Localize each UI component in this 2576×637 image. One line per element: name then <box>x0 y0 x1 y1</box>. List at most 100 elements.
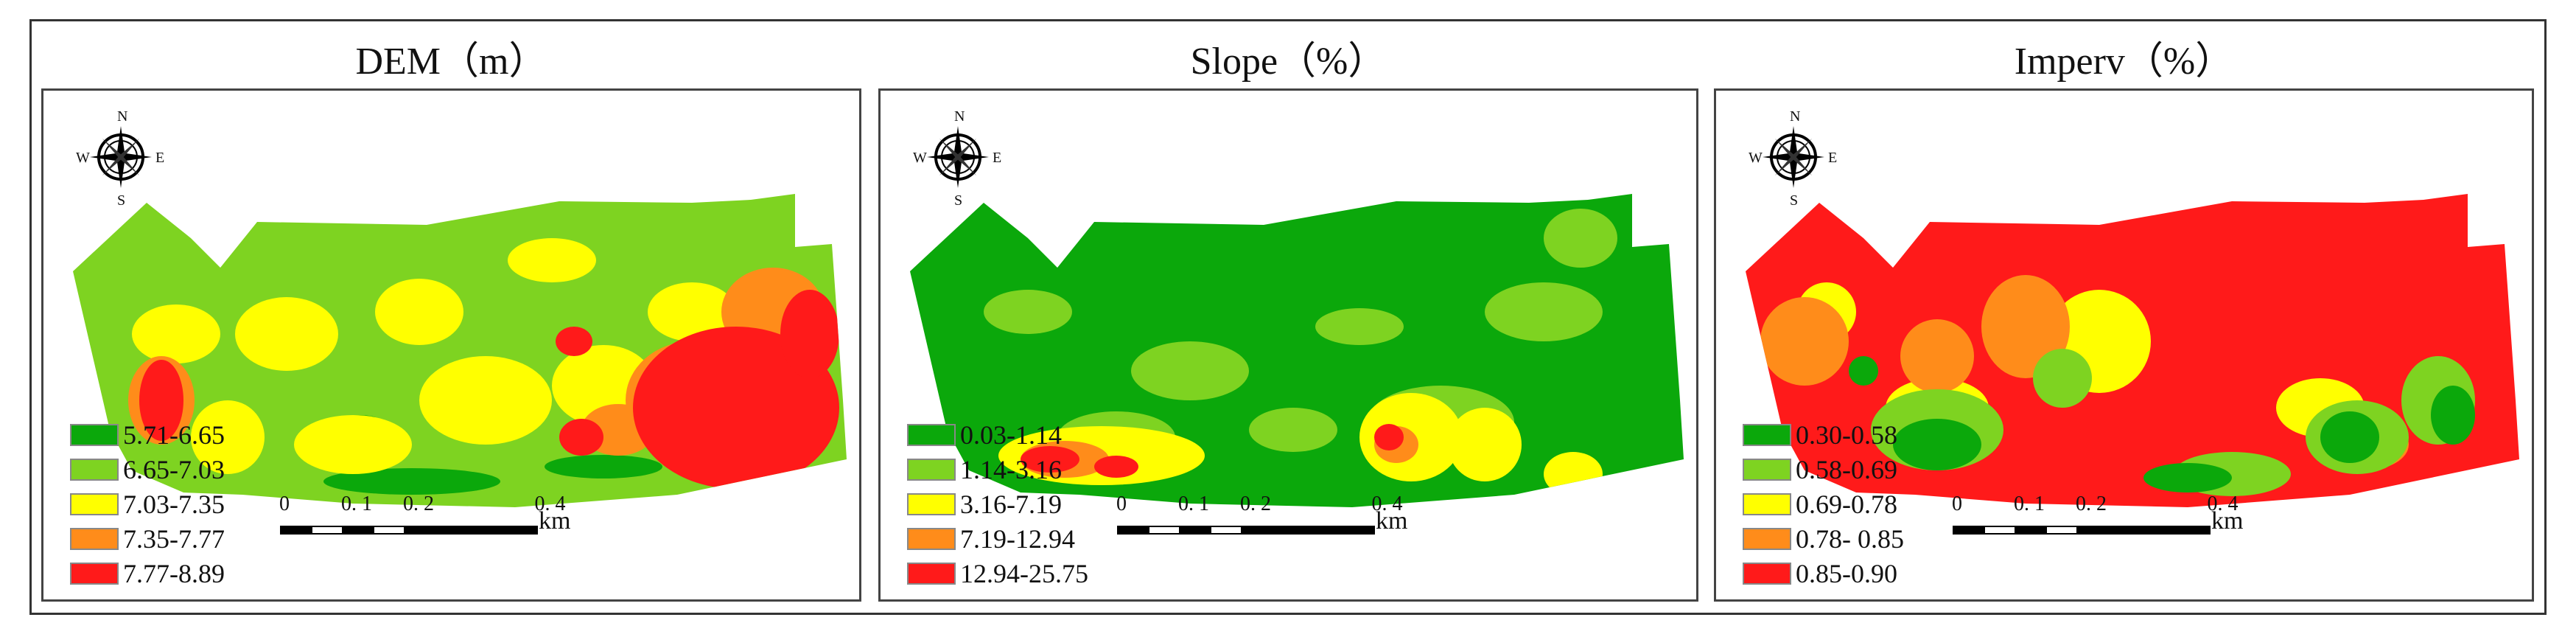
legend-label: 0.03-1.14 <box>960 420 1062 450</box>
legend-item: 7.03-7.35 <box>70 488 225 521</box>
compass-rose-icon: N S E W <box>73 98 169 216</box>
legend-swatch <box>1743 459 1791 481</box>
map-patch <box>2320 411 2379 463</box>
map-patch <box>2431 386 2475 445</box>
compass-w-label: W <box>913 150 927 166</box>
map-area-imperv <box>1746 194 2519 507</box>
map-patch <box>132 304 220 363</box>
legend-label: 6.65-7.03 <box>123 455 225 484</box>
legend-swatch <box>70 493 119 515</box>
compass-e-label: E <box>1828 150 1838 166</box>
map-patch <box>633 327 839 489</box>
map-patch <box>559 419 603 456</box>
scale-tick-label: 0. 1 <box>2014 492 2045 515</box>
scale-unit-label: km <box>2211 507 2244 535</box>
legend-label: 5.71-6.65 <box>123 420 225 450</box>
legend-label: 7.03-7.35 <box>123 490 225 519</box>
legend-label: 7.77-8.89 <box>123 559 225 588</box>
legend-swatch <box>70 563 119 585</box>
map-patch <box>1249 408 1337 452</box>
scale-tick-label: 0. 2 <box>1240 492 1271 515</box>
map-patch <box>323 468 500 495</box>
legend-label: 12.94-25.75 <box>960 559 1088 588</box>
compass-n-label: N <box>954 108 965 125</box>
scale-unit-label: km <box>539 507 571 535</box>
map-patch <box>1981 275 2070 378</box>
legend-swatch <box>70 424 119 446</box>
map-patch <box>235 297 338 371</box>
legend-item: 5.71-6.65 <box>70 419 225 451</box>
scale-bar: 0 0. 1 0. 2 0. 4 km <box>279 492 670 559</box>
map-patch <box>1544 209 1617 268</box>
legend-swatch <box>907 424 956 446</box>
scale-tick-label: 0. 1 <box>1178 492 1209 515</box>
legend-label: 0.30-0.58 <box>1796 420 1897 450</box>
map-patch <box>1448 408 1522 481</box>
legend-label: 3.16-7.19 <box>960 490 1062 519</box>
compass-w-label: W <box>1749 150 1763 166</box>
map-patch <box>556 327 592 356</box>
legend-item: 3.16-7.19 <box>907 488 1062 521</box>
map-area-slope <box>910 194 1684 507</box>
legend-swatch <box>1743 424 1791 446</box>
compass-s-label: S <box>954 192 963 209</box>
map-patch <box>294 415 412 474</box>
scale-bar-graphic <box>1117 526 1375 535</box>
legend-label: 0.78- 0.85 <box>1796 524 1904 554</box>
map-patch <box>1021 446 1079 473</box>
scale-tick-label: 0 <box>1952 492 1962 515</box>
map-patch <box>2033 349 2092 408</box>
map-patch <box>191 400 265 474</box>
map-patch <box>1485 282 1603 341</box>
map-patch <box>1374 424 1404 450</box>
compass-w-label: W <box>76 150 90 166</box>
legend-item: 0.69-0.78 <box>1743 488 1897 521</box>
panel-title-slope: Slope（%） <box>1190 41 1387 83</box>
figure-frame <box>29 19 2547 615</box>
legend-swatch <box>1743 493 1791 515</box>
compass-n-label: N <box>117 108 128 125</box>
legend-swatch <box>70 459 119 481</box>
scale-tick-label: 0. 4 <box>1371 492 1403 515</box>
legend-item: 7.35-7.77 <box>70 523 225 555</box>
map-patch <box>508 238 596 282</box>
legend-item: 7.77-8.89 <box>70 557 225 590</box>
legend-label: 1.14-3.16 <box>960 455 1062 484</box>
scale-bar-graphic <box>280 526 538 535</box>
scale-tick-label: 0 <box>279 492 290 515</box>
legend-swatch <box>1743 563 1791 585</box>
compass-s-label: S <box>117 192 126 209</box>
map-patch <box>1544 452 1603 496</box>
scale-tick-label: 0. 2 <box>403 492 434 515</box>
compass-e-label: E <box>155 150 165 166</box>
map-panel-dem: N S E W 5.71-6.65 6.65-7.03 7.03-7.35 7.35-7.77… <box>41 88 861 602</box>
map-patch <box>375 279 463 345</box>
map-patch <box>780 290 839 378</box>
scale-bar: 0 0. 1 0. 2 0. 4 km <box>1952 492 2342 559</box>
legend-item: 1.14-3.16 <box>907 453 1062 486</box>
map-patch <box>545 455 662 478</box>
map-patch <box>1094 456 1138 478</box>
panel-title-dem: DEM（m） <box>355 41 547 83</box>
legend-item: 7.19-12.94 <box>907 523 1075 555</box>
map-patch <box>1900 319 1974 393</box>
map-patch <box>1315 308 1404 345</box>
scale-unit-label: km <box>1376 507 1408 535</box>
compass-s-label: S <box>1790 192 1799 209</box>
map-patch <box>1131 341 1249 400</box>
map-patch <box>648 282 736 341</box>
legend-swatch <box>1743 528 1791 550</box>
scale-tick-label: 0. 1 <box>341 492 372 515</box>
legend-item: 0.03-1.14 <box>907 419 1062 451</box>
compass-n-label: N <box>1790 108 1801 125</box>
legend-item: 0.30-0.58 <box>1743 419 1897 451</box>
panel-title-imperv: Imperv（%） <box>2014 41 2234 83</box>
legend-item: 0.78- 0.85 <box>1743 523 1904 555</box>
scale-bar-graphic <box>1953 526 2211 535</box>
map-area-dem <box>73 194 847 507</box>
legend-item: 0.58-0.69 <box>1743 453 1897 486</box>
map-patch <box>1893 419 1981 470</box>
map-patch <box>419 356 552 445</box>
compass-rose-icon: N S E W <box>1746 98 1841 216</box>
map-panel-imperv: N S E W 0.30-0.58 0.58-0.69 0.69-0.78 0.78- 0.8… <box>1714 88 2534 602</box>
